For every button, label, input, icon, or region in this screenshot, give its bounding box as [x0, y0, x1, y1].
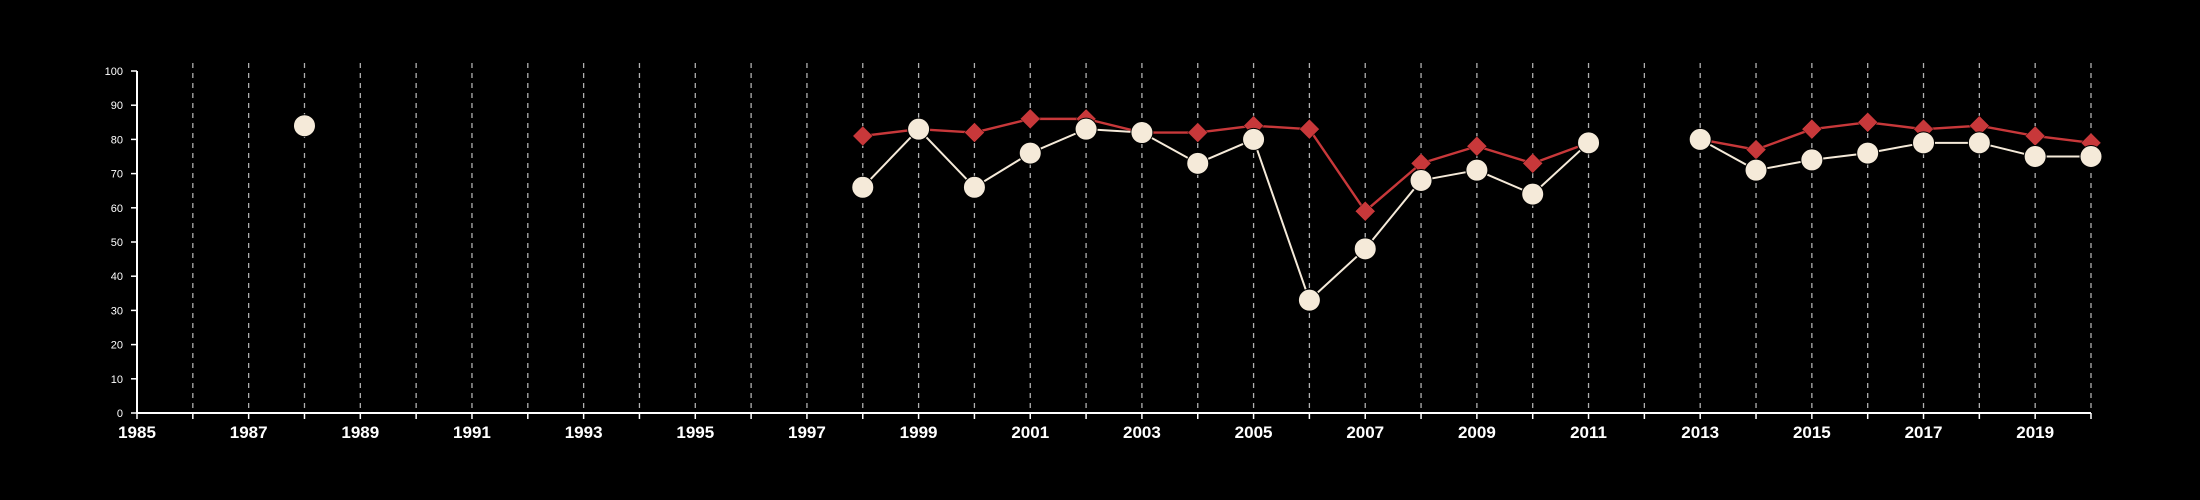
- y-tick-label-20: 20: [111, 340, 123, 352]
- series-diamond-line-segment-1: [862, 117, 1589, 213]
- y-tick-label-80: 80: [111, 134, 123, 146]
- series-diamond-point-1998: [852, 125, 874, 147]
- series-diamond-point-2001: [1019, 108, 1041, 130]
- y-tick-label-40: 40: [111, 271, 123, 283]
- x-tick-label-1997: 1997: [788, 423, 826, 442]
- series-circle-point-2006: [1297, 288, 1321, 312]
- series-circle-point-1999: [907, 117, 931, 141]
- x-tick-label-1993: 1993: [565, 423, 603, 442]
- x-tick-label-2003: 2003: [1123, 423, 1161, 442]
- series-circle-point-2014: [1744, 158, 1768, 182]
- y-tick-label-60: 60: [111, 203, 123, 215]
- x-tick-label-1991: 1991: [453, 423, 491, 442]
- axes: 1985 1987 1989 1991 1993 1995 1997 1999 2001 2003…: [105, 66, 2092, 442]
- series-circle-point-1988: [292, 114, 316, 138]
- series-diamond-point-2007: [1354, 200, 1376, 222]
- x-tick-label-2001: 2001: [1011, 423, 1049, 442]
- x-tick-label-2019: 2019: [2016, 423, 2054, 442]
- series-circle-point-2005: [1242, 127, 1266, 151]
- series-circle-point-2002: [1074, 117, 1098, 141]
- x-tick-label-1995: 1995: [676, 423, 714, 442]
- series-diamond-point-2019: [2024, 125, 2046, 147]
- series-layer: [292, 108, 2103, 312]
- x-tick-label-1985: 1985: [118, 423, 156, 442]
- series-circle-point-1998: [851, 175, 875, 199]
- x-tick-label-2009: 2009: [1458, 423, 1496, 442]
- series-diamond-point-2006: [1299, 118, 1320, 140]
- series-circle-point-2019: [2023, 145, 2047, 168]
- x-tick-label-2013: 2013: [1681, 423, 1719, 442]
- series-circle-point-2001: [1018, 141, 1042, 165]
- series-circle-point-2003: [1130, 121, 1154, 145]
- x-tick-label-2007: 2007: [1346, 423, 1384, 442]
- y-tick-label-0: 0: [117, 408, 123, 420]
- y-tick-label-90: 90: [111, 100, 123, 112]
- x-tick-label-1999: 1999: [900, 423, 938, 442]
- series-circle-point-2000: [962, 175, 986, 199]
- series-diamond-point-2000: [964, 122, 985, 143]
- series-circle-line-segment-1: [862, 128, 1590, 302]
- grid-lines: [192, 63, 2092, 413]
- series-circle-point-2018: [1967, 131, 1991, 155]
- series-diamond-point-2016: [1857, 111, 1879, 133]
- series-circle-point-2020: [2079, 145, 2103, 168]
- series-circle-point-2013: [1688, 127, 1712, 151]
- series-diamond-point-2010: [1522, 152, 1544, 174]
- series-circle-point-2017: [1912, 131, 1936, 155]
- x-tick-label-1989: 1989: [341, 423, 379, 442]
- series-diamond-line-segment-2: [1699, 121, 2092, 151]
- series-circle-point-2016: [1856, 141, 1880, 165]
- y-tick-label-50: 50: [111, 237, 123, 249]
- series-circle-point-2010: [1521, 182, 1545, 206]
- series-diamond-point-2004: [1187, 122, 1209, 143]
- x-tick-label-2015: 2015: [1793, 423, 1831, 442]
- series-diamond-point-2014: [1745, 139, 1767, 161]
- x-tick-label-2017: 2017: [1905, 423, 1943, 442]
- y-tick-label-100: 100: [105, 66, 123, 78]
- y-tick-label-10: 10: [111, 374, 123, 386]
- series-circle-point-2007: [1353, 237, 1377, 261]
- series-circle-point-2009: [1465, 158, 1489, 182]
- x-tick-label-1987: 1987: [230, 423, 268, 442]
- series-circle-point-2011: [1577, 131, 1601, 155]
- series-circle-point-2015: [1800, 148, 1824, 172]
- series-diamond-point-2009: [1466, 135, 1488, 157]
- x-tick-label-2005: 2005: [1235, 423, 1273, 442]
- y-tick-label-30: 30: [111, 305, 123, 317]
- x-tick-label-2011: 2011: [1570, 423, 1607, 442]
- y-tick-label-70: 70: [111, 169, 123, 181]
- series-circle-point-2008: [1409, 168, 1433, 192]
- series-circle-point-2004: [1186, 151, 1210, 175]
- series-diamond-point-2015: [1801, 118, 1823, 140]
